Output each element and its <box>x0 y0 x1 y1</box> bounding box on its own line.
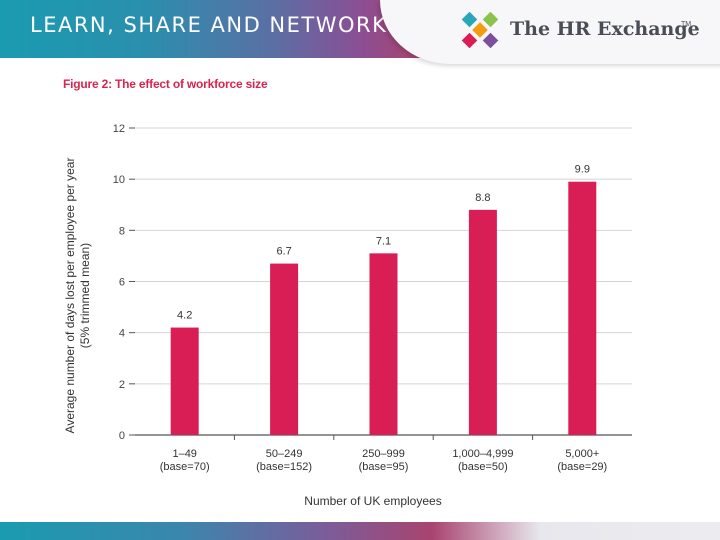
chart-title: Figure 2: The effect of workforce size <box>63 77 268 91</box>
y-tick-label: 12 <box>113 123 125 135</box>
x-tick-label: (base=70) <box>160 461 210 473</box>
footer-strip <box>0 522 720 540</box>
brand-name: The HR Exchange <box>510 18 700 40</box>
data-label: 9.9 <box>575 164 590 176</box>
y-tick-label: 8 <box>119 225 125 237</box>
x-tick-label: (base=95) <box>359 461 409 473</box>
bar <box>568 181 597 435</box>
y-tick-label: 0 <box>119 430 125 442</box>
y-axis-label: (5% trimmed mean) <box>78 243 92 348</box>
bar <box>468 209 497 435</box>
x-tick-label: 50–249 <box>266 448 303 460</box>
data-label: 6.7 <box>276 246 291 258</box>
bar <box>270 263 299 435</box>
x-tick-label: (base=29) <box>557 461 607 473</box>
x-tick-label: 5,000+ <box>565 448 599 460</box>
y-axis-label: Average number of days lost per employee… <box>63 158 77 434</box>
y-tick-label: 10 <box>113 174 125 186</box>
y-tick-label: 6 <box>119 277 125 289</box>
x-tick-label: (base=50) <box>458 461 508 473</box>
y-tick-label: 2 <box>119 379 125 391</box>
logo-panel <box>380 0 720 64</box>
x-tick-label: 1–49 <box>172 448 196 460</box>
x-tick-label: (base=152) <box>256 461 312 473</box>
x-tick-label: 1,000–4,999 <box>452 448 513 460</box>
bar <box>369 253 398 435</box>
hr-exchange-logo-icon <box>461 12 499 49</box>
x-axis-label: Number of UK employees <box>304 494 441 508</box>
data-label: 7.1 <box>376 235 391 247</box>
trademark: TM <box>681 21 692 28</box>
tagline: LEARN, SHARE AND NETWORK <box>30 13 388 37</box>
data-label: 4.2 <box>177 310 192 322</box>
data-label: 8.8 <box>475 192 490 204</box>
y-tick-label: 4 <box>119 328 125 340</box>
bar <box>170 327 199 435</box>
x-tick-label: 250–999 <box>362 448 405 460</box>
